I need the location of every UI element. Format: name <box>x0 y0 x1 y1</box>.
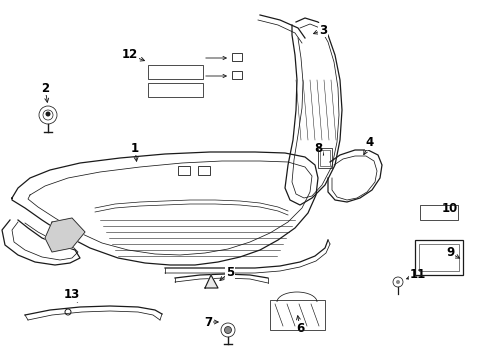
Circle shape <box>396 280 400 284</box>
Bar <box>148 65 203 79</box>
Circle shape <box>224 327 231 333</box>
Bar <box>420 205 458 220</box>
Bar <box>318 148 332 168</box>
Text: 8: 8 <box>314 141 322 154</box>
Bar <box>232 53 242 61</box>
Text: 3: 3 <box>319 23 327 36</box>
Text: 6: 6 <box>296 321 304 334</box>
Bar <box>198 166 210 175</box>
Bar <box>419 244 459 271</box>
Bar <box>232 71 242 79</box>
Bar <box>148 83 203 97</box>
Text: 13: 13 <box>64 288 80 302</box>
Text: 9: 9 <box>446 247 454 260</box>
Text: 1: 1 <box>131 141 139 154</box>
Bar <box>178 166 190 175</box>
Bar <box>320 150 330 166</box>
Text: 12: 12 <box>122 49 138 62</box>
Polygon shape <box>205 275 218 288</box>
Text: 2: 2 <box>41 81 49 94</box>
Bar <box>270 300 325 330</box>
Text: 4: 4 <box>366 136 374 149</box>
Bar <box>415 240 463 275</box>
Text: 5: 5 <box>226 266 234 279</box>
Text: 10: 10 <box>442 202 458 215</box>
Text: 11: 11 <box>410 269 426 282</box>
Text: 7: 7 <box>204 315 212 328</box>
Circle shape <box>46 112 50 117</box>
Polygon shape <box>45 218 85 252</box>
